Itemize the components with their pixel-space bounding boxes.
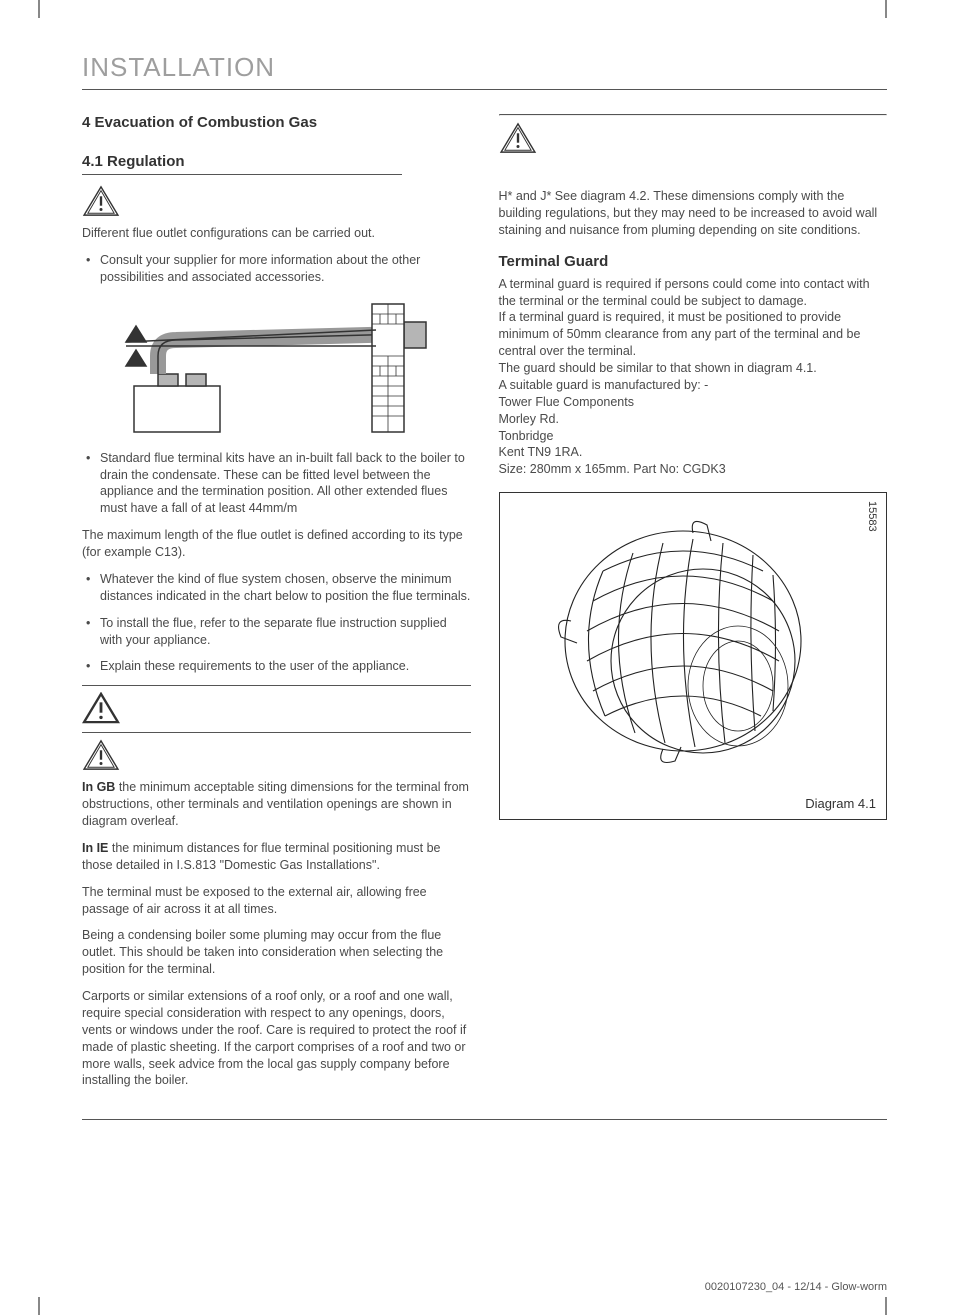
body-text: If a terminal guard is required, it must… bbox=[499, 309, 888, 360]
right-column: H* and J* See diagram 4.2. These dimensi… bbox=[499, 114, 888, 1099]
footer-divider bbox=[82, 1119, 887, 1120]
body-text: Tonbridge bbox=[499, 428, 888, 445]
terminal-guard-diagram bbox=[543, 511, 843, 781]
caution-icon bbox=[82, 692, 120, 724]
crop-mark bbox=[38, 1297, 40, 1315]
body-text: Morley Rd. bbox=[499, 411, 888, 428]
bullet-item: To install the flue, refer to the separa… bbox=[82, 615, 471, 649]
body-text: Tower Flue Components bbox=[499, 394, 888, 411]
region-gb: In GB bbox=[82, 780, 115, 794]
body-text: A terminal guard is required if persons … bbox=[499, 276, 888, 310]
body-text: Size: 280mm x 165mm. Part No: CGDK3 bbox=[499, 461, 888, 478]
body-text: Carports or similar extensions of a roof… bbox=[82, 988, 471, 1089]
left-column: 4 Evacuation of Combustion Gas 4.1 Regul… bbox=[82, 114, 471, 1099]
body-text: Kent TN9 1RA. bbox=[499, 444, 888, 461]
bullet-list: Whatever the kind of flue system chosen,… bbox=[82, 571, 471, 675]
body-text: The terminal must be exposed to the exte… bbox=[82, 884, 471, 918]
bullet-list: Standard flue terminal kits have an in-b… bbox=[82, 450, 471, 518]
diagram-box: 15583 bbox=[499, 492, 888, 820]
divider bbox=[82, 685, 471, 686]
crop-mark bbox=[885, 0, 887, 18]
subsection-heading: Terminal Guard bbox=[499, 253, 888, 270]
body-text: The guard should be similar to that show… bbox=[499, 360, 888, 377]
crop-mark bbox=[885, 1297, 887, 1315]
text: the minimum distances for flue terminal … bbox=[82, 841, 441, 872]
subsection-heading: 4.1 Regulation bbox=[82, 153, 402, 175]
body-text: In IE the minimum distances for flue ter… bbox=[82, 840, 471, 874]
body-text: A suitable guard is manufactured by: - bbox=[499, 377, 888, 394]
divider bbox=[499, 114, 888, 116]
crop-mark bbox=[38, 0, 40, 18]
section-heading: 4 Evacuation of Combustion Gas bbox=[82, 114, 471, 131]
two-column-layout: 4 Evacuation of Combustion Gas 4.1 Regul… bbox=[82, 114, 887, 1099]
page-title: INSTALLATION bbox=[82, 52, 887, 90]
body-text: Different flue outlet configurations can… bbox=[82, 225, 471, 242]
divider bbox=[82, 732, 471, 733]
bullet-list: Consult your supplier for more informati… bbox=[82, 252, 471, 286]
bullet-item: Standard flue terminal kits have an in-b… bbox=[82, 450, 471, 518]
body-text: H* and J* See diagram 4.2. These dimensi… bbox=[499, 188, 888, 239]
bullet-item: Explain these requirements to the user o… bbox=[82, 658, 471, 675]
body-text: Being a condensing boiler some pluming m… bbox=[82, 927, 471, 978]
region-ie: In IE bbox=[82, 841, 108, 855]
footer-text: 0020107230_04 - 12/14 - Glow-worm bbox=[705, 1281, 887, 1293]
bullet-item: Whatever the kind of flue system chosen,… bbox=[82, 571, 471, 605]
body-text: In GB the minimum acceptable siting dime… bbox=[82, 779, 471, 830]
page-content: INSTALLATION 4 Evacuation of Combustion … bbox=[82, 52, 887, 1265]
diagram-caption: Diagram 4.1 bbox=[805, 796, 876, 811]
diagram-number: 15583 bbox=[866, 501, 878, 532]
warning-icon bbox=[82, 185, 120, 217]
bullet-item: Consult your supplier for more informati… bbox=[82, 252, 471, 286]
warning-icon bbox=[499, 122, 537, 154]
body-text: The maximum length of the flue outlet is… bbox=[82, 527, 471, 561]
warning-icon bbox=[82, 739, 120, 771]
flue-diagram bbox=[106, 296, 446, 436]
text: the minimum acceptable siting dimensions… bbox=[82, 780, 469, 828]
